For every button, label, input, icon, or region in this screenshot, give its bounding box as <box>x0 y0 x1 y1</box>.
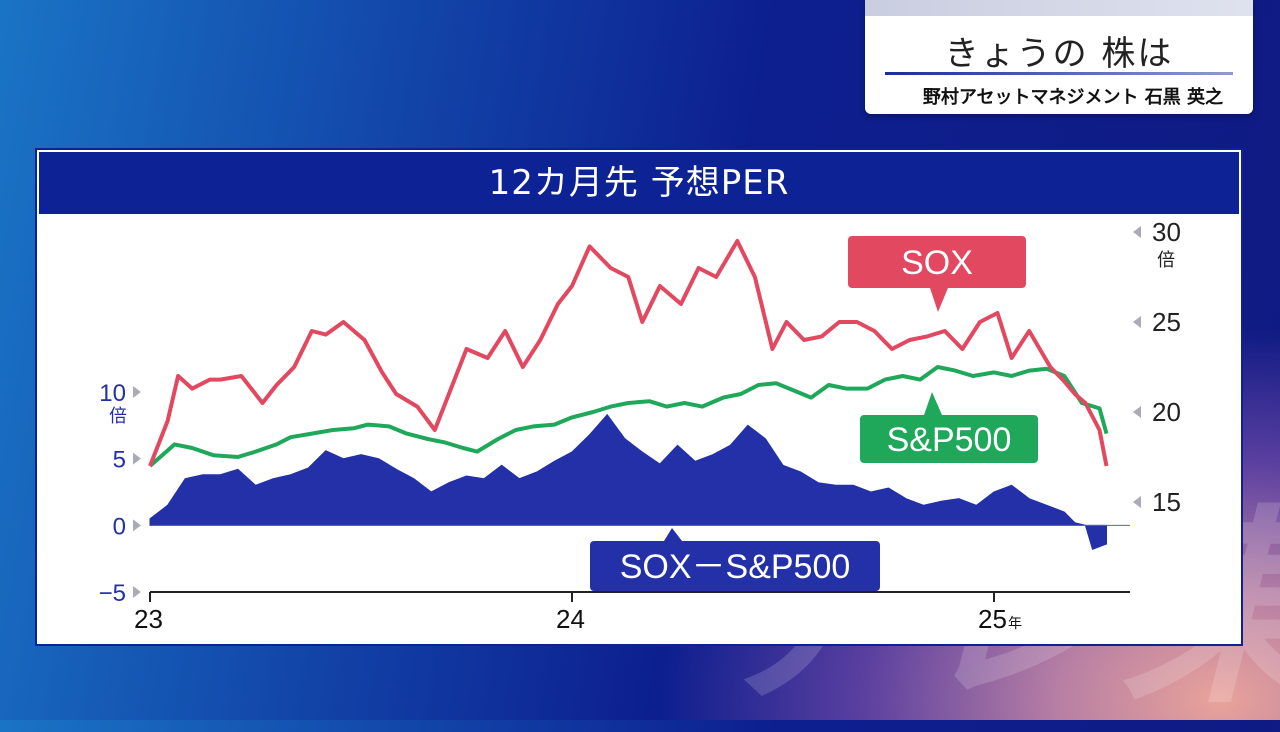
right-tick-label: 25 <box>1152 307 1181 337</box>
sp500-label-text: S&P500 <box>887 421 1012 459</box>
x-tick-label: 23 <box>134 604 163 634</box>
right-tick-label: 20 <box>1152 397 1181 427</box>
sp500-label-box <box>860 415 1038 463</box>
right-tick-marker <box>1133 406 1141 418</box>
right-tick-label: 30 <box>1152 217 1181 247</box>
left-tick-marker <box>133 586 141 598</box>
sox-label-text: SOX <box>901 244 973 282</box>
left-tick-label: 0 <box>113 513 126 540</box>
sox-line <box>148 239 1109 467</box>
right-tick-marker <box>1133 496 1141 508</box>
spread-label: SOX－S&P500 <box>590 528 880 591</box>
x-tick-label: 25 <box>978 604 1007 634</box>
right-tick-marker <box>1133 226 1141 238</box>
spread-label-box <box>590 541 880 591</box>
spread-area <box>149 413 1107 550</box>
right-tick-marker <box>1133 316 1141 328</box>
title-card-topbar <box>865 0 1253 16</box>
title-divider <box>885 72 1233 75</box>
x-tick-label: 24 <box>556 604 585 634</box>
right-tick-label: 15 <box>1152 487 1181 517</box>
left-tick-marker <box>133 452 141 465</box>
chart-title: 12カ月先 予想PER <box>39 152 1239 214</box>
left-tick-label: 10 <box>99 380 126 407</box>
sp500-label-pointer <box>924 392 942 415</box>
left-tick-marker <box>133 519 141 532</box>
sox-label: SOX <box>848 236 1026 312</box>
left-tick-label: −5 <box>99 580 126 607</box>
sox-label-pointer <box>930 288 948 312</box>
left-axis-unit: 倍 <box>109 406 127 427</box>
left-tick-marker <box>133 386 141 398</box>
segment-title: きょうの 株は <box>944 34 1174 74</box>
speaker-caption: 野村アセットマネジメント 石黒 英之 <box>922 87 1223 108</box>
sp500-label: S&P500 <box>860 392 1038 463</box>
sp500-line <box>148 365 1109 468</box>
segment-title-card: きょうの 株は 野村アセットマネジメント 石黒 英之 <box>865 0 1253 114</box>
spread-label-text: SOX－S&P500 <box>620 548 851 586</box>
x-axis-unit: 年 <box>1008 616 1022 632</box>
left-tick-label: 5 <box>113 447 126 474</box>
spread-label-pointer <box>664 528 682 541</box>
right-axis-unit: 倍 <box>1157 250 1175 271</box>
sox-label-box <box>848 236 1026 288</box>
